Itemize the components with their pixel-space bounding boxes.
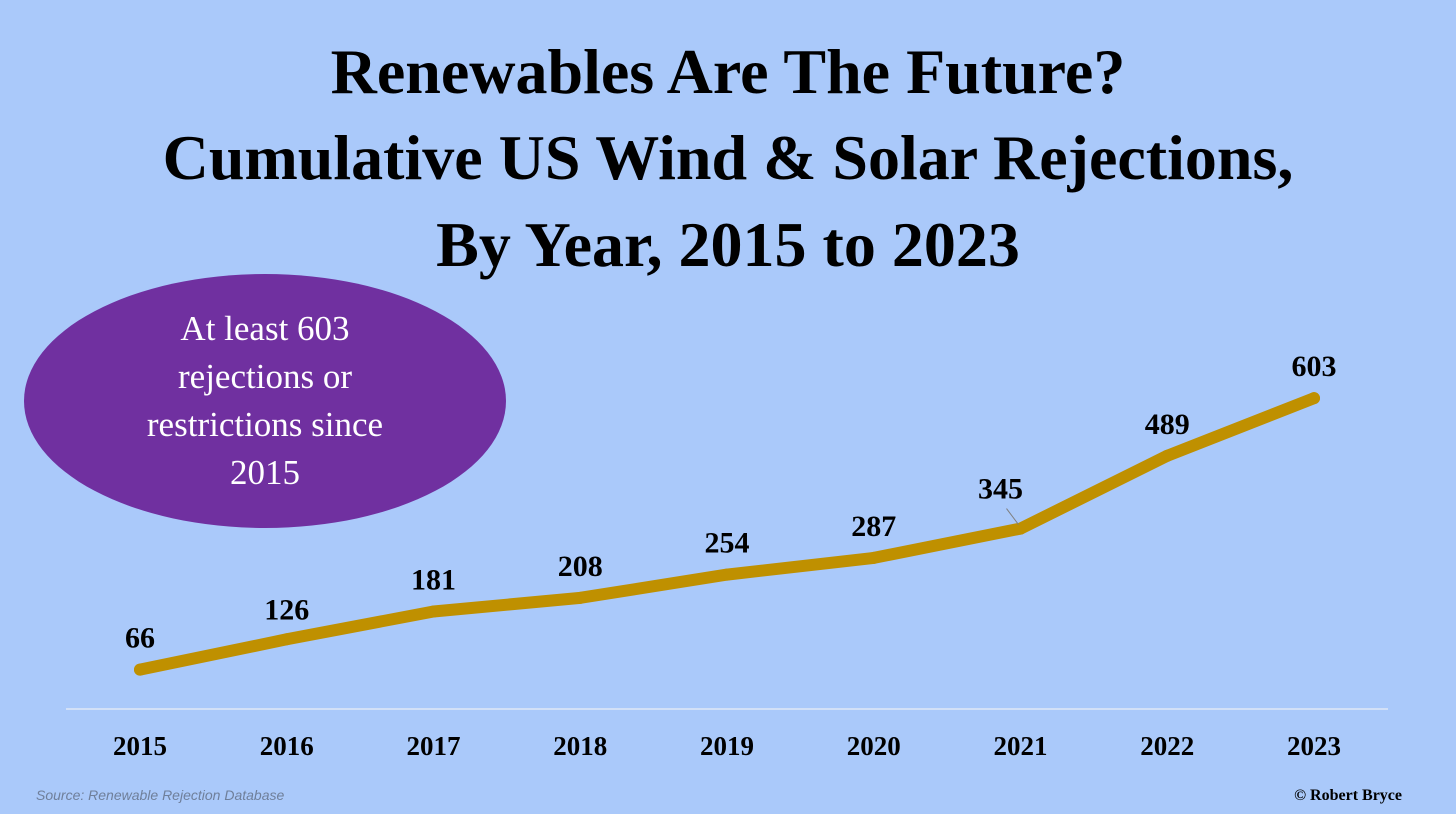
x-tick-label-2017: 2017: [407, 731, 461, 761]
chart-title-line-3: By Year, 2015 to 2023: [436, 209, 1020, 280]
x-tick-label-2023: 2023: [1287, 731, 1341, 761]
data-label-leader-2021: [1006, 508, 1019, 525]
data-label-2022: 489: [1145, 408, 1190, 441]
data-label-2017: 181: [411, 564, 456, 597]
data-point-2015: [134, 663, 146, 676]
data-label-2021: 345: [978, 473, 1023, 506]
callout-ellipse: At least 603 rejections or restrictions …: [24, 274, 506, 528]
data-point-2022: [1161, 449, 1174, 462]
data-label-2019: 254: [705, 527, 750, 560]
data-label-2015: 66: [125, 622, 155, 655]
chart-title-line-1: Renewables Are The Future?: [330, 36, 1126, 107]
data-point-2018: [574, 591, 587, 604]
x-tick-label-2020: 2020: [847, 731, 901, 761]
x-tick-label-2016: 2016: [260, 731, 314, 761]
data-point-2016: [280, 633, 293, 646]
data-label-2016: 126: [264, 593, 309, 626]
chart-title-line-2: Cumulative US Wind & Solar Rejections,: [162, 122, 1294, 193]
data-label-2018: 208: [558, 550, 603, 583]
data-point-2020: [867, 551, 880, 564]
x-tick-label-2015: 2015: [113, 731, 167, 761]
x-tick-label-2021: 2021: [994, 731, 1048, 761]
data-point-2023: [1308, 392, 1320, 405]
data-point-2019: [721, 568, 733, 581]
data-point-2021: [1014, 522, 1027, 535]
x-tick-label-2022: 2022: [1140, 731, 1194, 761]
callout-text: At least 603 rejections or restrictions …: [146, 309, 384, 492]
data-point-2017: [427, 605, 440, 618]
x-tick-label-2018: 2018: [553, 731, 607, 761]
copyright-credit: © Robert Bryce: [1294, 787, 1402, 804]
data-label-2023: 603: [1292, 350, 1337, 383]
x-tick-label-2019: 2019: [700, 731, 754, 761]
data-label-2020: 287: [851, 510, 896, 543]
source-note: Source: Renewable Rejection Database: [36, 787, 285, 803]
